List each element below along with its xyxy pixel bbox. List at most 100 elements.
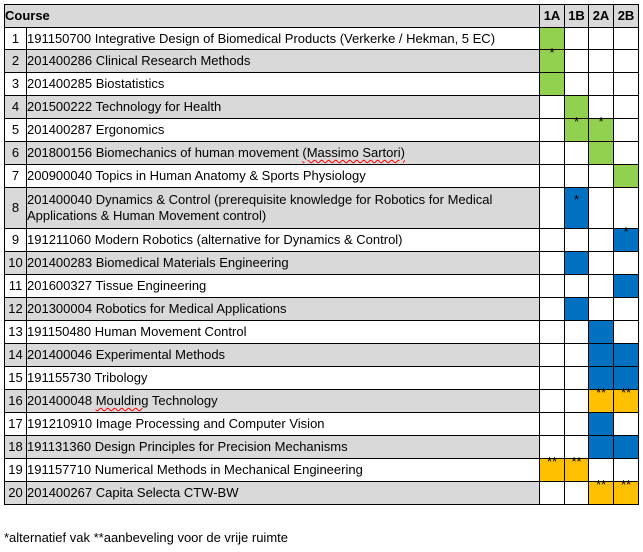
course-name: 201400286 Clinical Research Methods [25,49,541,73]
quarter-cell-2b [613,435,640,459]
course-name: 191211060 Modern Robotics (alternative f… [25,228,541,252]
quarter-cell-2a [588,274,615,298]
table-row: 20 201400267 Capita Selecta CTW-BW ** ** [4,477,640,505]
course-name: 201400046 Experimental Methods [25,343,541,367]
quarter-cell-2b [613,49,640,73]
course-name: 201300004 Robotics for Medical Applicati… [25,297,541,321]
header-quarter-1b: 1B [564,4,590,28]
quarter-cell-2b [613,343,640,367]
row-number: 1 [4,27,27,50]
quarter-cell-2b [613,320,640,344]
quarter-cell-1b [564,95,590,119]
quarter-cell-1a [539,187,566,229]
header-course: Course [3,4,541,28]
quarter-cell-2a [588,187,615,229]
table-row: 6 201800156 Biomechanics of human movemen… [4,141,640,165]
table-header-row: Course 1A 1B 2A 2B [3,4,640,28]
quarter-cell-1b [564,274,590,298]
row-number: 8 [4,187,27,229]
course-name: 191150480 Human Movement Control [25,320,541,344]
course-title: Clinical Research Methods [95,53,251,68]
quarter-cell-2a [588,27,615,50]
quarter-cell-2a [588,435,615,459]
row-number: 12 [4,297,27,321]
table-row: 8 201400040 Dynamics & Control (prerequis… [4,187,640,229]
quarter-cell-2a [588,343,615,367]
course-name: 201400287 Ergonomics [25,118,541,142]
quarter-cell-1a [539,118,566,142]
quarter-cell-2b: * [613,224,640,252]
quarter-cell-1a [539,389,566,413]
course-table: Course 1A 1B 2A 2B 1 191150700 Integrativ… [3,4,640,505]
quarter-cell-2a [588,164,615,188]
quarter-cell-1b [564,412,590,436]
table-row: 4 201500222 Technology for Health [4,95,640,119]
course-code: 200900040 [27,168,93,183]
cell-mark: ** [546,454,558,469]
course-title: Biomechanics of human movement [95,145,299,160]
quarter-cell-1b [564,481,590,505]
table-row: 14 201400046 Experimental Methods [4,343,640,367]
course-code: 191210910 [27,416,93,431]
course-title: Robotics for Medical Applications [95,301,287,316]
cell-mark: * [573,192,580,207]
course-title: Capita Selecta CTW-BW [95,485,239,500]
course-title: Tribology [94,370,148,385]
row-number: 5 [4,118,27,142]
course-name: 201400267 Capita Selecta CTW-BW [25,481,541,505]
quarter-cell-2b [613,164,640,188]
cell-mark: ** [620,385,632,400]
course-code: 191150480 [27,324,92,339]
table-row: 11 201600327 Tissue Engineering [4,274,640,298]
row-number: 16 [4,389,27,413]
course-name: 201400040 Dynamics & Control (prerequisi… [25,187,541,229]
quarter-cell-1b [564,228,590,252]
quarter-cell-2a [588,141,615,165]
course-name: 191157710 Numerical Methods in Mechanica… [25,458,541,482]
course-code: 201400040 [27,192,93,207]
quarter-cell-2b [613,251,640,275]
quarter-cell-1b [564,49,590,73]
quarter-cell-1a [539,164,566,188]
course-code: 201500222 [27,99,93,114]
row-number: 17 [4,412,27,436]
course-name: 201400285 Biostatistics [25,72,541,96]
quarter-cell-1b [564,27,590,50]
quarter-cell-1b [564,141,590,165]
course-name: 191210910 Image Processing and Computer … [25,412,541,436]
quarter-cell-1b [564,366,590,390]
course-code: 201400267 [27,485,93,500]
table-row: 15 191155730 Tribology [4,366,640,390]
row-number: 4 [4,95,27,119]
quarter-cell-2b [613,27,640,50]
row-number: 14 [4,343,27,367]
quarter-cell-1a [539,343,566,367]
quarter-cell-1a: * [539,45,566,73]
quarter-cell-2b [613,118,640,142]
course-name: 201400283 Biomedical Materials Engineeri… [25,251,541,275]
quarter-cell-1b: * [564,114,590,142]
row-number: 13 [4,320,27,344]
table-row: 9 191211060 Modern Robotics (alternative … [4,224,640,252]
quarter-cell-1a [539,366,566,390]
quarter-cell-1a [539,481,566,505]
course-title: Numerical Methods in Mechanical Engineer… [94,462,363,477]
quarter-cell-1a [539,320,566,344]
course-name: 201500222 Technology for Health [25,95,541,119]
course-code: 201400048 [27,393,93,408]
quarter-cell-2b [613,187,640,229]
row-number: 18 [4,435,27,459]
course-code: 191211060 [27,232,92,247]
course-code: 201800156 [27,145,93,160]
quarter-cell-1b [564,320,590,344]
row-number: 6 [4,141,27,165]
quarter-cell-1a [539,251,566,275]
quarter-cell-2b: ** [613,477,640,505]
footnote: *alternatief vak **aanbeveling voor de v… [4,530,288,545]
cell-mark: ** [595,477,607,492]
row-number: 7 [4,164,27,188]
quarter-cell-2b [613,95,640,119]
quarter-cell-2a [588,320,615,344]
course-code: 191157710 [27,462,92,477]
quarter-cell-1b [564,389,590,413]
